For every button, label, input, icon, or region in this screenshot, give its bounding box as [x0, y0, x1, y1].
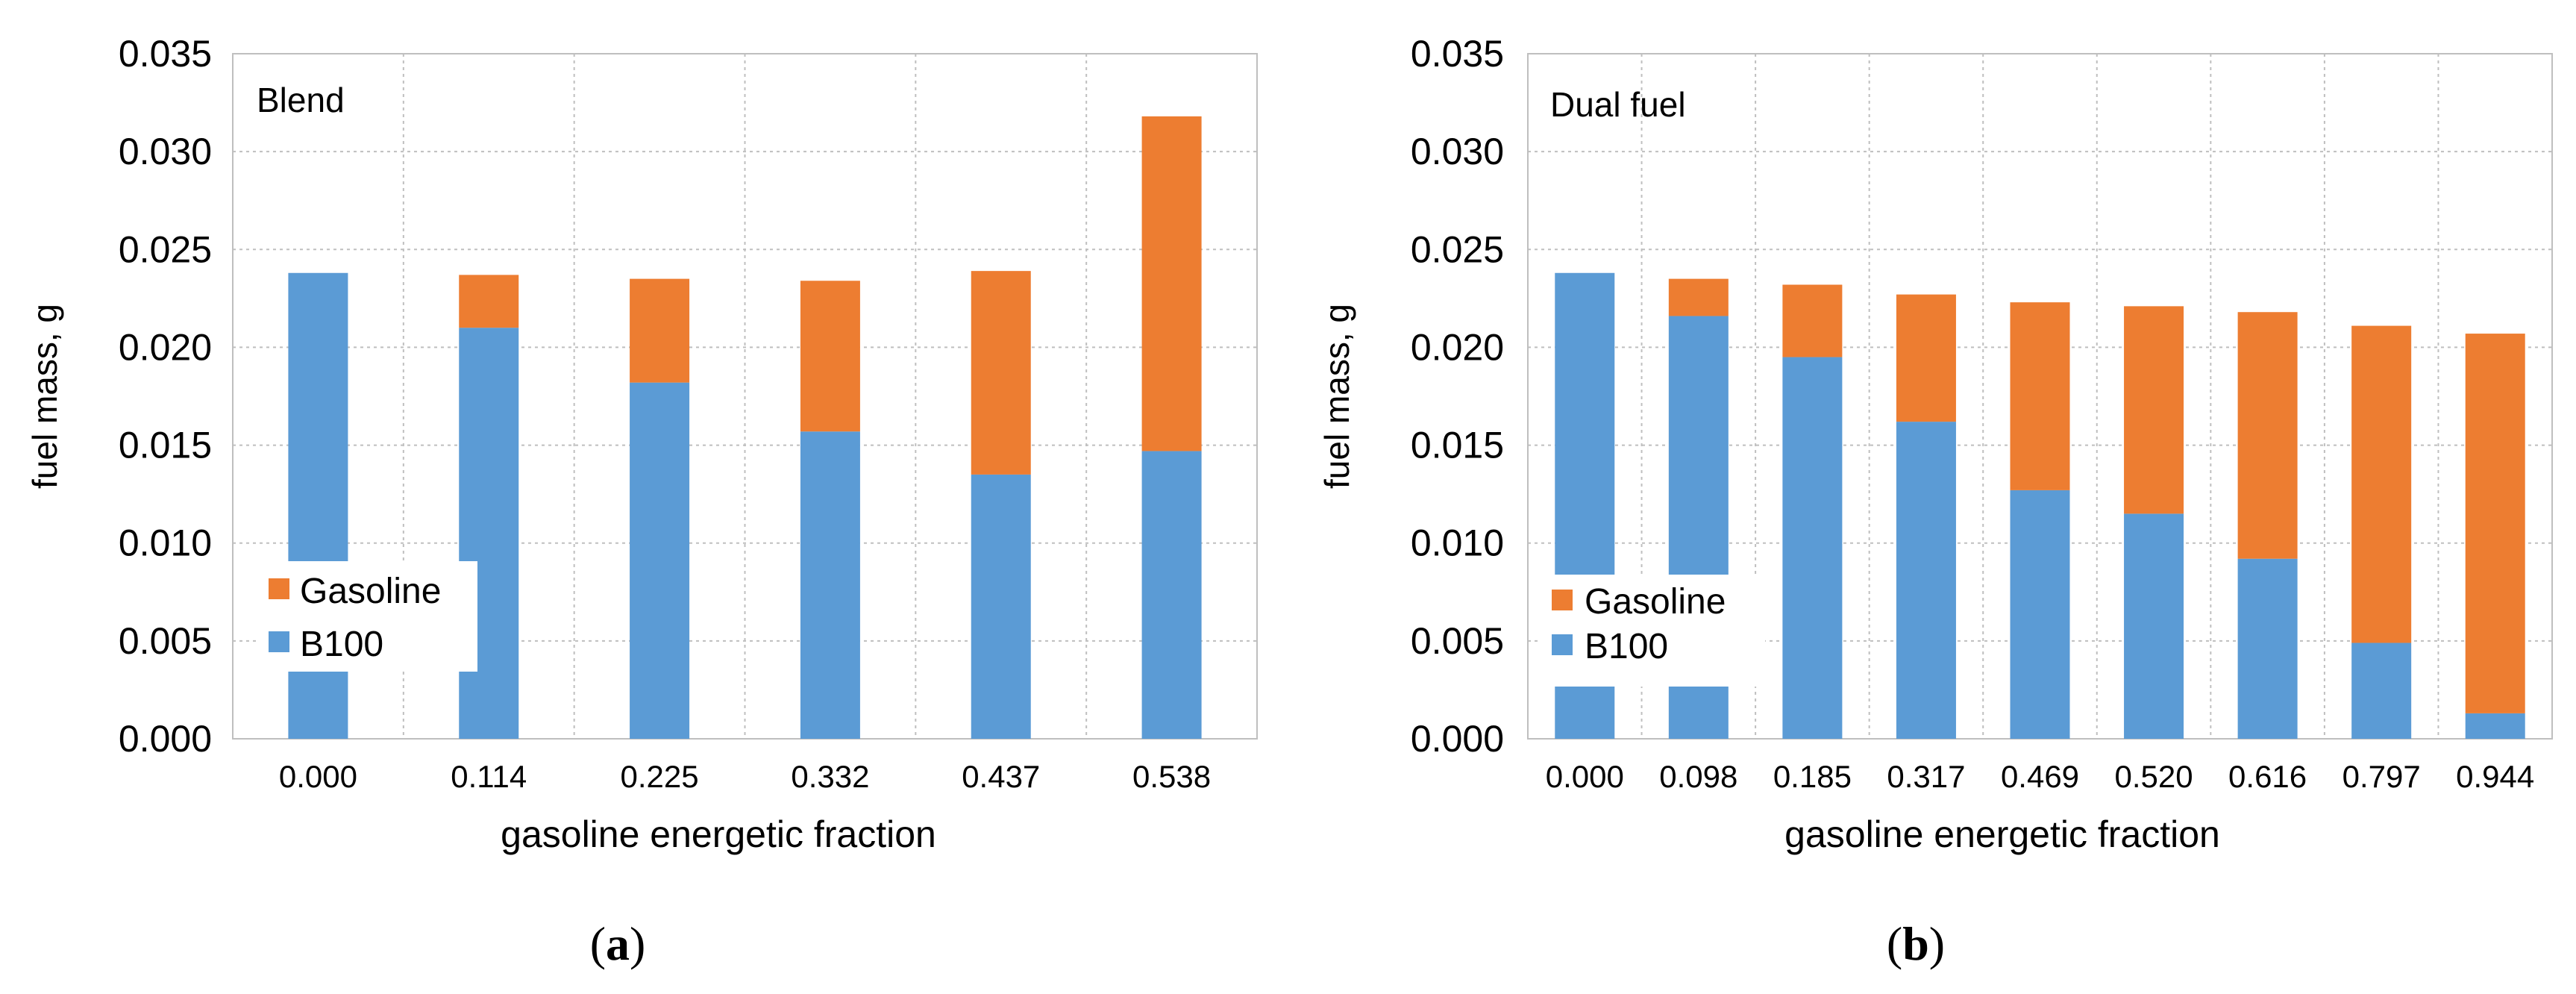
- x-tick-label: 0.000: [279, 759, 357, 794]
- bar-gasoline-0.944: [2465, 334, 2525, 713]
- bar-gasoline-0.098: [1668, 278, 1729, 316]
- panel-caption-letter: a: [606, 917, 630, 970]
- y-tick-label: 0.030: [1411, 131, 1504, 172]
- x-tick-label: 0.520: [2115, 759, 2193, 794]
- x-tick-label: 0.225: [621, 759, 699, 794]
- bar-b100-0.225: [630, 382, 690, 739]
- legend-swatch-b100: [269, 631, 289, 652]
- bar-gasoline-0.185: [1782, 284, 1843, 357]
- x-tick-label: 0.538: [1132, 759, 1211, 794]
- y-tick-label: 0.000: [1411, 718, 1504, 760]
- legend-background: [1541, 575, 1765, 687]
- y-tick-label: 0.015: [1411, 425, 1504, 466]
- bar-gasoline-0.437: [971, 271, 1031, 475]
- bar-b100-0.469: [2010, 490, 2070, 739]
- bar-b100-0.538: [1141, 451, 1202, 739]
- bar-b100-0.797: [2351, 643, 2412, 739]
- bar-gasoline-0.332: [800, 281, 860, 432]
- x-tick-label: 0.332: [791, 759, 869, 794]
- panel-caption-letter: b: [1902, 917, 1929, 970]
- x-tick-label: 0.437: [962, 759, 1040, 794]
- x-tick-label: 0.616: [2228, 759, 2307, 794]
- legend-label-gasoline: Gasoline: [300, 572, 441, 611]
- y-axis-label: fuel mass, g: [1317, 304, 1356, 489]
- x-tick-label: 0.000: [1546, 759, 1624, 794]
- chart-title: Dual fuel: [1550, 85, 1686, 124]
- y-tick-label: 0.035: [119, 33, 212, 75]
- chart-title: Blend: [257, 81, 345, 119]
- y-tick-label: 0.010: [119, 522, 212, 564]
- x-tick-label: 0.944: [2456, 759, 2534, 794]
- bar-gasoline-0.520: [2124, 306, 2184, 514]
- x-axis-label: gasoline energetic fraction: [501, 813, 936, 855]
- bar-gasoline-0.114: [459, 275, 519, 328]
- y-tick-label: 0.025: [1411, 228, 1504, 270]
- x-tick-label: 0.098: [1659, 759, 1737, 794]
- bar-gasoline-0.538: [1141, 116, 1202, 451]
- y-tick-label: 0.005: [1411, 620, 1504, 662]
- legend-swatch-b100: [1552, 634, 1573, 655]
- x-axis-label: gasoline energetic fraction: [1784, 813, 2220, 855]
- y-tick-label: 0.015: [119, 425, 212, 466]
- x-tick-label: 0.797: [2342, 759, 2421, 794]
- bar-b100-0.944: [2465, 713, 2525, 739]
- bar-b100-0.332: [800, 431, 860, 739]
- legend-label-gasoline: Gasoline: [1585, 582, 1726, 622]
- bar-b100-0.520: [2124, 513, 2184, 739]
- bar-gasoline-0.469: [2010, 302, 2070, 490]
- legend-swatch-gasoline: [269, 578, 289, 599]
- legend-swatch-gasoline: [1552, 590, 1573, 610]
- bar-gasoline-0.225: [630, 278, 690, 383]
- bar-b100-0.437: [971, 474, 1031, 739]
- legend-label-b100: B100: [300, 625, 383, 664]
- bar-b100-0.616: [2237, 558, 2298, 739]
- legend: Gasoline B100: [1541, 575, 1765, 687]
- x-tick-label: 0.114: [451, 759, 527, 794]
- x-tick-label: 0.469: [2001, 759, 2079, 794]
- y-axis-label: fuel mass, g: [25, 304, 64, 489]
- bar-b100-0.317: [1896, 422, 1956, 739]
- y-tick-label: 0.020: [1411, 326, 1504, 368]
- x-tick-label: 0.317: [1887, 759, 1965, 794]
- y-tick-label: 0.020: [119, 326, 212, 368]
- x-tick-label: 0.185: [1773, 759, 1852, 794]
- y-tick-label: 0.030: [119, 131, 212, 172]
- bar-gasoline-0.317: [1896, 294, 1956, 422]
- panel-caption: (b): [1887, 917, 1945, 970]
- legend-label-b100: B100: [1585, 627, 1668, 666]
- y-tick-label: 0.010: [1411, 522, 1504, 564]
- y-tick-label: 0.025: [119, 228, 212, 270]
- bar-b100-0.114: [459, 328, 519, 739]
- y-tick-label: 0.005: [119, 620, 212, 662]
- legend: Gasoline B100: [260, 561, 477, 672]
- bar-b100-0.185: [1782, 357, 1843, 739]
- legend-background: [260, 561, 477, 672]
- bar-gasoline-0.797: [2351, 325, 2412, 643]
- panel-caption: (a): [590, 917, 646, 970]
- y-tick-label: 0.000: [119, 718, 212, 760]
- bar-gasoline-0.616: [2237, 312, 2298, 559]
- y-tick-label: 0.035: [1411, 33, 1504, 75]
- chart-panel-b: 0.000 0.005 0.010 0.015 0.020 0.025 0.030 0.035…: [1317, 33, 2553, 970]
- chart-panel-a: 0.000 0.005 0.010 0.015 0.020 0.025 0.030 0.035…: [25, 33, 1258, 970]
